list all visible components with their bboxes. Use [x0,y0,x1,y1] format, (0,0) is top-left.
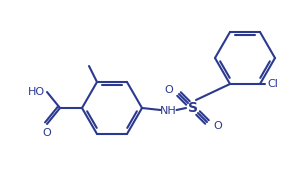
Text: O: O [164,85,173,95]
Text: O: O [43,128,51,138]
Text: S: S [188,101,198,115]
Text: HO: HO [28,87,45,97]
Text: O: O [213,121,222,131]
Text: Cl: Cl [267,79,278,89]
Text: NH: NH [160,106,177,116]
